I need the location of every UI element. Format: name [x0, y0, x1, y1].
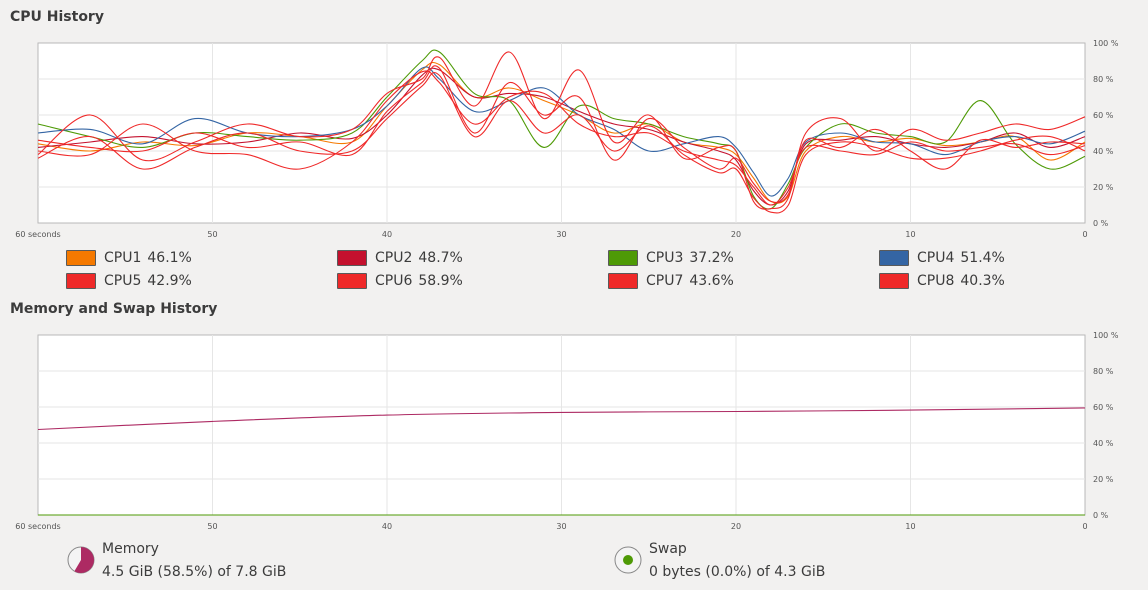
- cpu-legend-value: 42.9%: [147, 273, 192, 289]
- cpu-y-tick-label: 40 %: [1093, 147, 1114, 156]
- cpu-legend-name: CPU6: [375, 273, 413, 289]
- cpu-legend-item-cpu8: CPU8 40.3%: [879, 271, 1005, 291]
- cpu-legend-value: 51.4%: [960, 250, 1005, 266]
- memory-x-tick-label: 0: [1082, 522, 1087, 531]
- cpu-legend-value: 58.9%: [418, 273, 463, 289]
- cpu-legend-name: CPU4: [917, 250, 955, 266]
- cpu-x-tick-label: 60 seconds: [15, 230, 60, 239]
- memory-legend: Memory 4.5 GiB (58.5%) of 7.8 GiB: [66, 541, 326, 585]
- cpu-y-tick-label: 100 %: [1093, 39, 1119, 48]
- memory-y-tick-label: 100 %: [1093, 331, 1119, 340]
- memory-y-tick-label: 20 %: [1093, 475, 1114, 484]
- memory-pie-slice: [74, 547, 94, 573]
- memory-x-tick-label: 10: [905, 522, 915, 531]
- memory-swap-history-title: Memory and Swap History: [10, 301, 218, 317]
- cpu-legend-name: CPU3: [646, 250, 684, 266]
- cpu-legend-item-cpu3: CPU3 37.2%: [608, 248, 734, 268]
- memory-y-tick-label: 0 %: [1093, 511, 1109, 520]
- color-swatch-button[interactable]: [608, 250, 638, 266]
- memory-y-tick-label: 80 %: [1093, 367, 1114, 376]
- cpu-legend-value: 40.3%: [960, 273, 1005, 289]
- memory-pie-icon: [67, 546, 95, 574]
- cpu-x-tick-label: 20: [731, 230, 741, 239]
- color-swatch-button[interactable]: [337, 250, 367, 266]
- cpu-series-cpu8: [37, 72, 1086, 214]
- cpu-legend-item-cpu5: CPU5 42.9%: [66, 271, 192, 291]
- cpu-x-tick-label: 0: [1082, 230, 1087, 239]
- cpu-legend-item-cpu2: CPU2 48.7%: [337, 248, 463, 268]
- cpu-x-tick-label: 40: [382, 230, 392, 239]
- cpu-legend-name: CPU7: [646, 273, 684, 289]
- cpu-history-title: CPU History: [10, 9, 104, 25]
- cpu-x-tick-label: 50: [207, 230, 217, 239]
- color-swatch-button[interactable]: [879, 273, 909, 289]
- cpu-legend-item-cpu4: CPU4 51.4%: [879, 248, 1005, 268]
- memory-x-tick-label: 60 seconds: [15, 522, 60, 531]
- swap-label: Swap: [649, 541, 687, 557]
- cpu-legend-value: 46.1%: [147, 250, 192, 266]
- color-swatch-button[interactable]: [337, 273, 367, 289]
- cpu-legend-name: CPU5: [104, 273, 142, 289]
- swap-legend: Swap 0 bytes (0.0%) of 4.3 GiB: [613, 541, 873, 585]
- color-swatch-button[interactable]: [879, 250, 909, 266]
- memory-series-memory: [37, 407, 1086, 431]
- cpu-y-tick-label: 60 %: [1093, 111, 1114, 120]
- cpu-series-cpu3: [37, 49, 1086, 210]
- memory-x-tick-label: 30: [556, 522, 566, 531]
- swap-detail: 0 bytes (0.0%) of 4.3 GiB: [649, 564, 826, 580]
- color-swatch-button[interactable]: [66, 250, 96, 266]
- memory-detail: 4.5 GiB (58.5%) of 7.8 GiB: [102, 564, 287, 580]
- color-swatch-button[interactable]: [66, 273, 96, 289]
- memory-x-tick-label: 20: [731, 522, 741, 531]
- memory-y-tick-label: 40 %: [1093, 439, 1114, 448]
- cpu-legend-value: 48.7%: [418, 250, 463, 266]
- memory-x-tick-label: 50: [207, 522, 217, 531]
- cpu-series-cpu5: [37, 70, 1086, 206]
- cpu-legend-name: CPU2: [375, 250, 413, 266]
- cpu-y-tick-label: 20 %: [1093, 183, 1114, 192]
- cpu-x-tick-label: 10: [905, 230, 915, 239]
- cpu-series-cpu6: [37, 51, 1086, 210]
- cpu-legend-name: CPU1: [104, 250, 142, 266]
- memory-x-tick-label: 40: [382, 522, 392, 531]
- memory-y-tick-label: 60 %: [1093, 403, 1114, 412]
- cpu-y-tick-label: 0 %: [1093, 219, 1109, 228]
- cpu-y-tick-label: 80 %: [1093, 75, 1114, 84]
- cpu-legend-value: 37.2%: [689, 250, 734, 266]
- cpu-legend-name: CPU8: [917, 273, 955, 289]
- cpu-legend-item-cpu7: CPU7 43.6%: [608, 271, 734, 291]
- color-swatch-button[interactable]: [608, 273, 638, 289]
- cpu-history-chart: 100 % 80 % 60 % 40 % 20 % 0 % 60 seconds 50 40 30…: [15, 39, 1119, 239]
- cpu-legend-item-cpu6: CPU6 58.9%: [337, 271, 463, 291]
- cpu-x-tick-label: 30: [556, 230, 566, 239]
- cpu-series-cpu7: [37, 65, 1086, 204]
- memory-swap-history-chart: 100 % 80 % 60 % 40 % 20 % 0 % 60 seconds 50 40 30…: [15, 331, 1119, 531]
- memory-label: Memory: [102, 541, 159, 557]
- swap-pie-icon: [614, 546, 642, 574]
- cpu-legend-item-cpu1: CPU1 46.1%: [66, 248, 192, 268]
- cpu-legend-value: 43.6%: [689, 273, 734, 289]
